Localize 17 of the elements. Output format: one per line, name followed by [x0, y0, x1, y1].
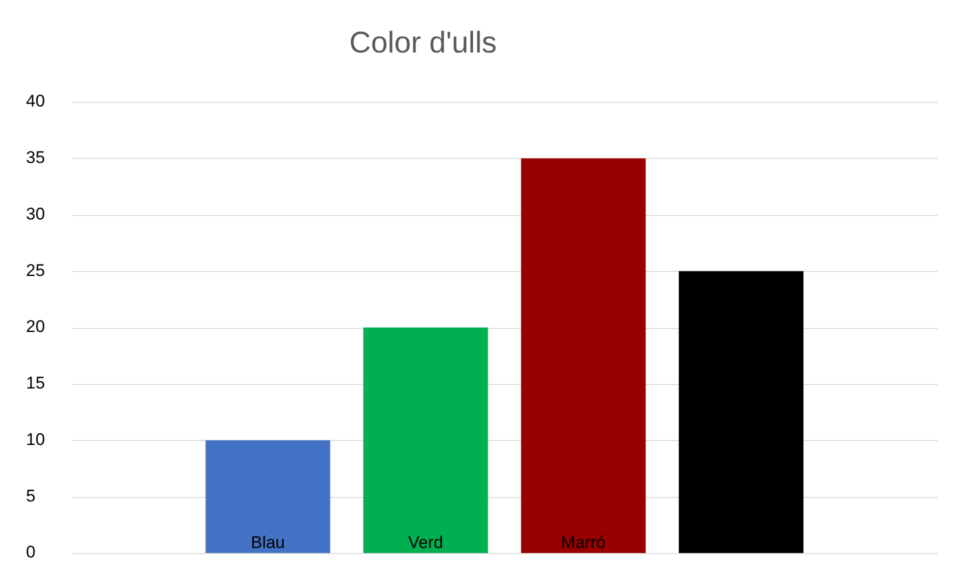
y-tick-label: 0 — [26, 542, 36, 562]
bar — [678, 271, 804, 553]
y-tick-label: 10 — [26, 430, 45, 449]
y-tick-label: 40 — [26, 92, 45, 111]
x-tick-label: Blau — [250, 533, 285, 552]
chart-title: Color d'ulls — [349, 26, 497, 60]
bar — [206, 440, 330, 553]
bar — [521, 158, 646, 553]
y-tick-label: 15 — [26, 374, 45, 393]
y-tick-label: 35 — [26, 148, 45, 168]
x-tick-label: Marró — [561, 533, 606, 552]
x-tick-label: Verd — [408, 533, 444, 552]
y-tick-label: 30 — [26, 204, 45, 224]
y-tick-label: 5 — [26, 486, 36, 506]
y-tick-label: 25 — [26, 260, 45, 280]
bar — [363, 328, 488, 553]
y-tick-label: 20 — [26, 317, 45, 336]
